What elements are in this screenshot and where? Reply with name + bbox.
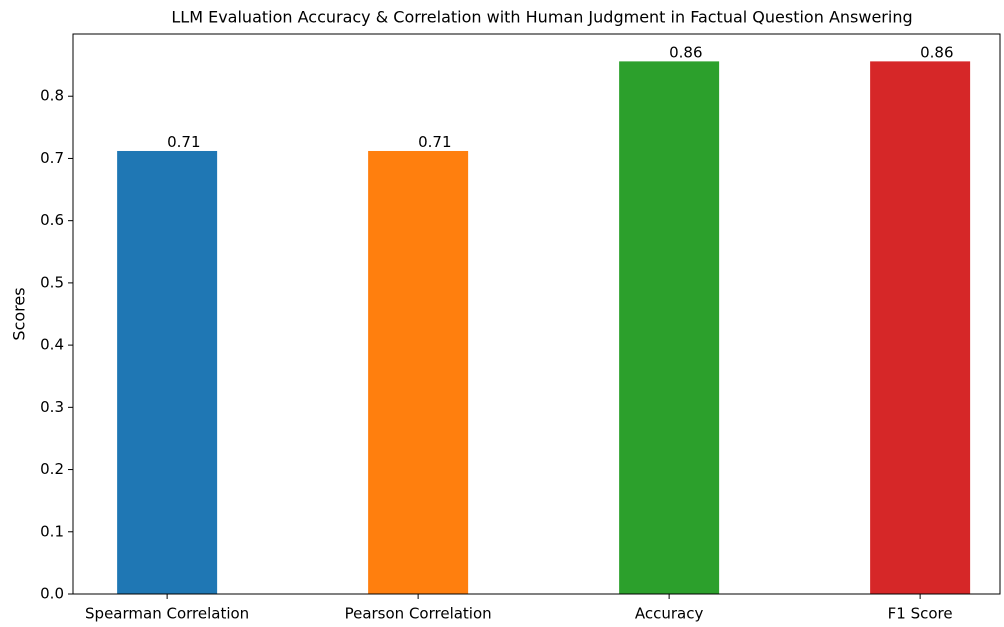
y-tick-label: 0.4 [40, 336, 64, 354]
chart-title: LLM Evaluation Accuracy & Correlation wi… [171, 8, 912, 27]
x-tick-label: Pearson Correlation [345, 605, 492, 623]
y-tick-label: 0.1 [40, 522, 64, 540]
x-tick-label: F1 Score [888, 605, 953, 623]
y-tick-label: 0.6 [40, 211, 64, 229]
data-label: 0.86 [920, 43, 953, 61]
y-tick-label: 0.7 [40, 149, 64, 167]
data-label: 0.71 [418, 133, 451, 151]
y-axis-label: Scores [10, 287, 29, 340]
data-label: 0.71 [167, 133, 200, 151]
x-tick-label: Spearman Correlation [85, 605, 249, 623]
y-tick-label: 0.3 [40, 398, 64, 416]
data-label: 0.86 [669, 43, 702, 61]
y-tick-label: 0.0 [40, 585, 64, 603]
axes-frame [72, 33, 1001, 595]
y-tick-label: 0.5 [40, 273, 64, 291]
bar [870, 61, 971, 594]
bar [619, 61, 720, 594]
x-tick-label: Accuracy [635, 605, 704, 623]
y-tick-label: 0.8 [40, 87, 64, 105]
bar [368, 150, 469, 594]
bar [117, 150, 218, 594]
y-tick-label: 0.2 [40, 460, 64, 478]
